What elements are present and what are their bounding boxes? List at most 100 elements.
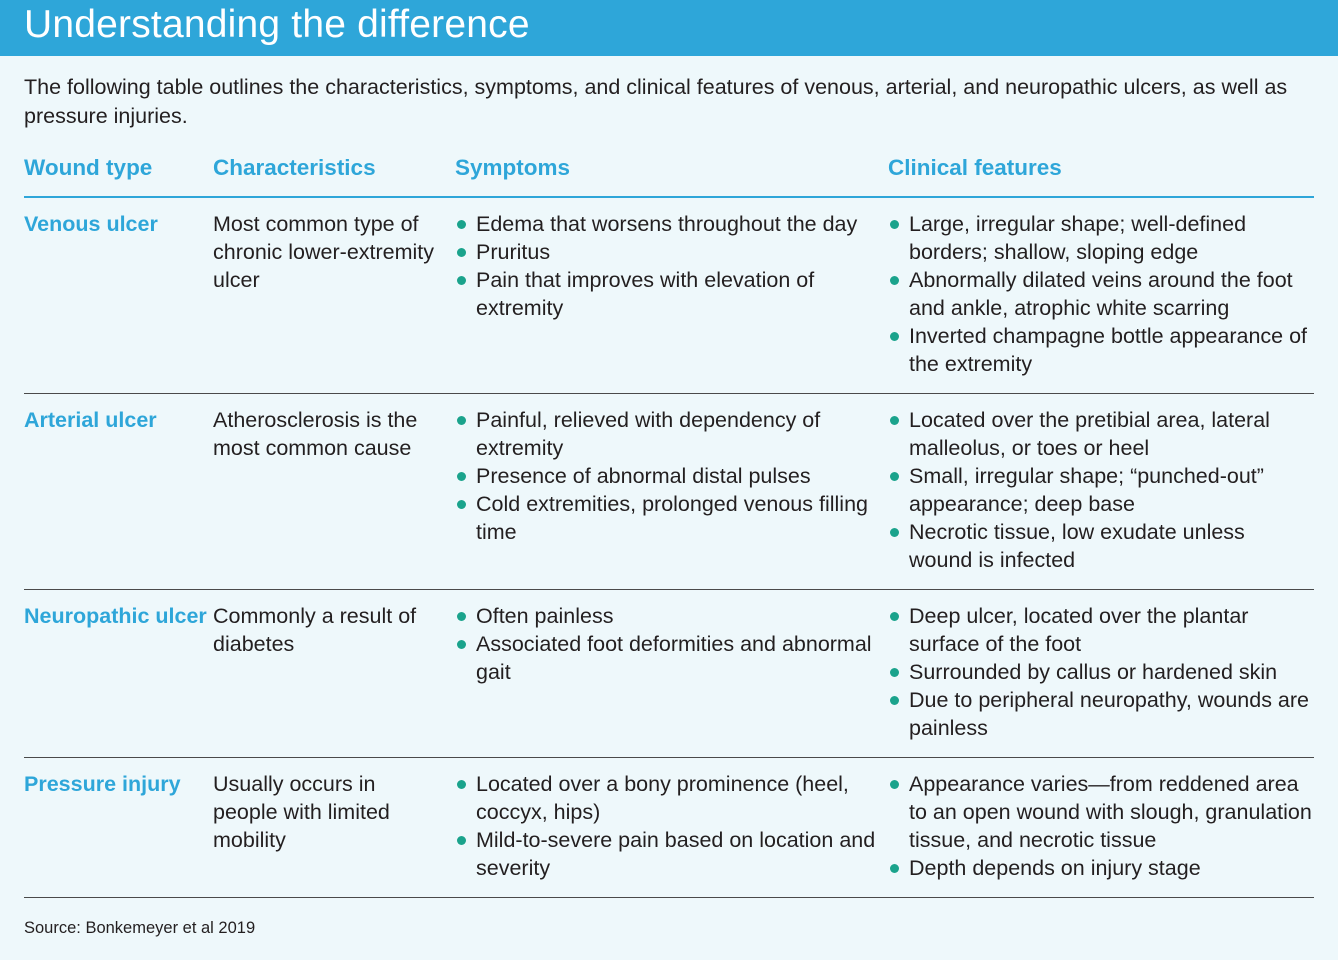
symptoms-list: Often painless Associated foot deformiti… bbox=[455, 602, 888, 686]
characteristics-cell: Atherosclerosis is the most common cause bbox=[213, 408, 418, 460]
clinical-features-list: Large, irregular shape; well-defined bor… bbox=[888, 210, 1314, 378]
bullet-icon bbox=[457, 248, 466, 257]
characteristics-cell: Usually occurs in people with limited mo… bbox=[213, 772, 390, 852]
characteristics-cell: Most common type of chronic lower-extrem… bbox=[213, 212, 435, 292]
list-item: Presence of abnormal distal pulses bbox=[455, 462, 888, 490]
list-item: Small, irregular shape; “punched-out” ap… bbox=[888, 462, 1314, 518]
bullet-icon bbox=[890, 612, 899, 621]
list-item: Depth depends on injury stage bbox=[888, 854, 1314, 882]
wound-type-cell: Neuropathic ulcer bbox=[24, 604, 207, 628]
list-item-text: Presence of abnormal distal pulses bbox=[476, 464, 811, 488]
comparison-table: Wound type Characteristics Symptoms Clin… bbox=[24, 150, 1314, 898]
symptoms-cell: Located over a bony prominence (heel, co… bbox=[455, 770, 888, 897]
bullet-icon bbox=[457, 612, 466, 621]
table-row: Arterial ulcer Atherosclerosis is the mo… bbox=[24, 394, 1314, 590]
symptoms-cell: Edema that worsens throughout the day Pr… bbox=[455, 210, 888, 393]
list-item: Appearance varies—from reddened area to … bbox=[888, 770, 1314, 854]
bullet-icon bbox=[457, 416, 466, 425]
bullet-icon bbox=[457, 276, 466, 285]
column-header-characteristics: Characteristics bbox=[213, 155, 376, 180]
list-item-text: Necrotic tissue, low exudate unless woun… bbox=[909, 520, 1245, 572]
list-item-text: Due to peripheral neuropathy, wounds are… bbox=[909, 688, 1309, 740]
list-item-text: Deep ulcer, located over the plantar sur… bbox=[909, 604, 1249, 656]
clinical-features-cell: Large, irregular shape; well-defined bor… bbox=[888, 210, 1314, 393]
bullet-icon bbox=[457, 220, 466, 229]
list-item-text: Abnormally dilated veins around the foot… bbox=[909, 268, 1293, 320]
column-header-symptoms: Symptoms bbox=[455, 155, 571, 180]
clinical-features-cell: Located over the pretibial area, lateral… bbox=[888, 406, 1314, 589]
page-title: Understanding the difference bbox=[24, 3, 530, 46]
list-item: Due to peripheral neuropathy, wounds are… bbox=[888, 686, 1314, 742]
characteristics-cell: Commonly a result of diabetes bbox=[213, 604, 417, 656]
list-item: Associated foot deformities and abnormal… bbox=[455, 630, 888, 686]
list-item-text: Located over a bony prominence (heel, co… bbox=[476, 772, 849, 824]
bullet-icon bbox=[890, 780, 899, 789]
bullet-icon bbox=[890, 472, 899, 481]
bullet-icon bbox=[890, 332, 899, 341]
list-item-text: Cold extremities, prolonged venous filli… bbox=[476, 492, 868, 544]
bullet-icon bbox=[890, 668, 899, 677]
list-item: Pruritus bbox=[455, 238, 888, 266]
list-item-text: Appearance varies—from reddened area to … bbox=[909, 772, 1312, 852]
symptoms-list: Edema that worsens throughout the day Pr… bbox=[455, 210, 888, 322]
list-item: Painful, relieved with dependency of ext… bbox=[455, 406, 888, 462]
list-item: Mild-to-severe pain based on location an… bbox=[455, 826, 888, 882]
intro-text: The following table outlines the charact… bbox=[24, 75, 1288, 128]
list-item: Deep ulcer, located over the plantar sur… bbox=[888, 602, 1314, 658]
column-header-clinical-features: Clinical features bbox=[888, 155, 1062, 180]
list-item-text: Mild-to-severe pain based on location an… bbox=[476, 828, 876, 880]
list-item: Inverted champagne bottle appearance of … bbox=[888, 322, 1314, 378]
bullet-icon bbox=[890, 864, 899, 873]
bullet-icon bbox=[457, 836, 466, 845]
bullet-icon bbox=[457, 472, 466, 481]
list-item: Located over the pretibial area, lateral… bbox=[888, 406, 1314, 462]
list-item-text: Often painless bbox=[476, 604, 614, 628]
list-item: Necrotic tissue, low exudate unless woun… bbox=[888, 518, 1314, 574]
column-header-wound-type: Wound type bbox=[24, 155, 153, 180]
bullet-icon bbox=[890, 416, 899, 425]
list-item-text: Painful, relieved with dependency of ext… bbox=[476, 408, 821, 460]
list-item: Cold extremities, prolonged venous filli… bbox=[455, 490, 888, 546]
symptoms-list: Located over a bony prominence (heel, co… bbox=[455, 770, 888, 882]
list-item: Edema that worsens throughout the day bbox=[455, 210, 888, 238]
wound-type-cell: Pressure injury bbox=[24, 772, 181, 796]
bullet-icon bbox=[890, 220, 899, 229]
bullet-icon bbox=[890, 528, 899, 537]
table-row: Neuropathic ulcer Commonly a result of d… bbox=[24, 590, 1314, 758]
list-item: Pain that improves with elevation of ext… bbox=[455, 266, 888, 322]
clinical-features-list: Located over the pretibial area, lateral… bbox=[888, 406, 1314, 574]
clinical-features-cell: Appearance varies—from reddened area to … bbox=[888, 770, 1314, 897]
list-item: Located over a bony prominence (heel, co… bbox=[455, 770, 888, 826]
symptoms-cell: Painful, relieved with dependency of ext… bbox=[455, 406, 888, 589]
table-row: Venous ulcer Most common type of chronic… bbox=[24, 198, 1314, 394]
clinical-features-list: Deep ulcer, located over the plantar sur… bbox=[888, 602, 1314, 742]
bullet-icon bbox=[890, 276, 899, 285]
symptoms-list: Painful, relieved with dependency of ext… bbox=[455, 406, 888, 546]
bullet-icon bbox=[457, 640, 466, 649]
list-item-text: Associated foot deformities and abnormal… bbox=[476, 632, 872, 684]
list-item-text: Small, irregular shape; “punched-out” ap… bbox=[909, 464, 1264, 516]
bullet-icon bbox=[457, 780, 466, 789]
list-item-text: Surrounded by callus or hardened skin bbox=[909, 660, 1278, 684]
title-bar: Understanding the difference bbox=[0, 0, 1338, 56]
clinical-features-list: Appearance varies—from reddened area to … bbox=[888, 770, 1314, 882]
wound-type-cell: Arterial ulcer bbox=[24, 408, 157, 432]
list-item-text: Pain that improves with elevation of ext… bbox=[476, 268, 815, 320]
symptoms-cell: Often painless Associated foot deformiti… bbox=[455, 602, 888, 757]
list-item-text: Depth depends on injury stage bbox=[909, 856, 1201, 880]
table-row: Pressure injury Usually occurs in people… bbox=[24, 758, 1314, 898]
list-item: Surrounded by callus or hardened skin bbox=[888, 658, 1314, 686]
table-header: Wound type Characteristics Symptoms Clin… bbox=[24, 150, 1314, 198]
list-item-text: Located over the pretibial area, lateral… bbox=[909, 408, 1270, 460]
source-citation: Source: Bonkemeyer et al 2019 bbox=[24, 919, 256, 937]
list-item-text: Large, irregular shape; well-defined bor… bbox=[909, 212, 1247, 264]
wound-type-cell: Venous ulcer bbox=[24, 212, 158, 236]
bullet-icon bbox=[457, 500, 466, 509]
list-item-text: Edema that worsens throughout the day bbox=[476, 212, 858, 236]
list-item: Abnormally dilated veins around the foot… bbox=[888, 266, 1314, 322]
list-item-text: Pruritus bbox=[476, 240, 551, 264]
list-item-text: Inverted champagne bottle appearance of … bbox=[909, 324, 1308, 376]
clinical-features-cell: Deep ulcer, located over the plantar sur… bbox=[888, 602, 1314, 757]
list-item: Often painless bbox=[455, 602, 888, 630]
list-item: Large, irregular shape; well-defined bor… bbox=[888, 210, 1314, 266]
